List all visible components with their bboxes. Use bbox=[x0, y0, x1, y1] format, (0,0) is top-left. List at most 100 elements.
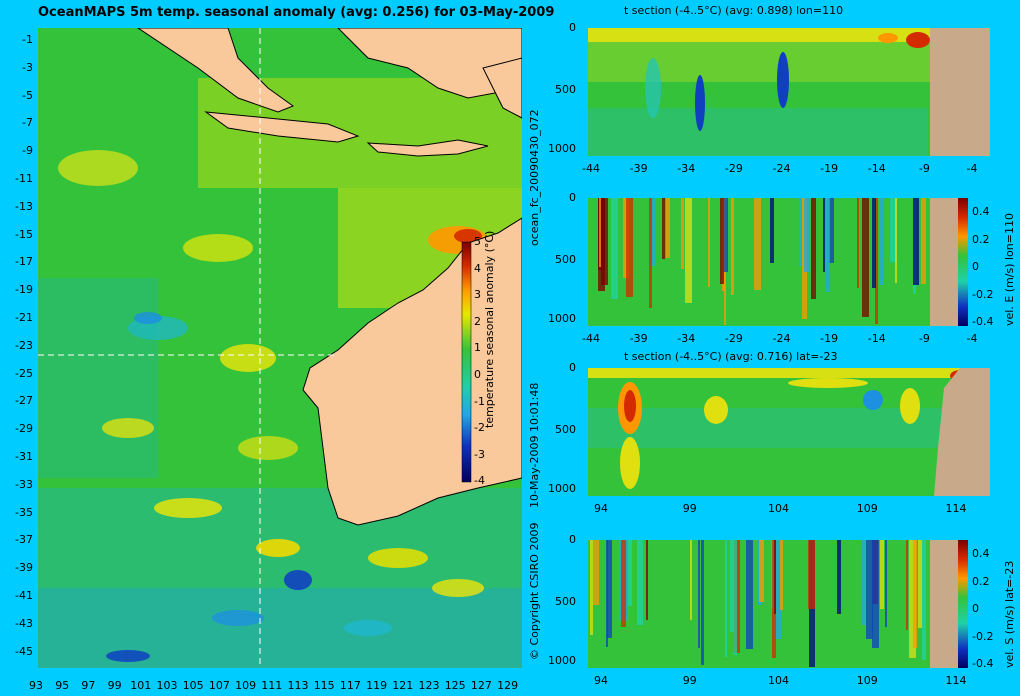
velocity-stripe bbox=[890, 198, 897, 262]
velocity-stripe bbox=[628, 540, 632, 606]
vel-colorbar-tick-label: -0.4 bbox=[972, 315, 994, 328]
x-tick-label: -39 bbox=[629, 332, 648, 345]
depth-tick-label: 1000 bbox=[548, 654, 576, 667]
velocity-stripe bbox=[921, 198, 926, 284]
lon-tick-label: 101 bbox=[130, 679, 152, 692]
lat-tick-label: -11 bbox=[15, 172, 33, 185]
lat-tick-label: -13 bbox=[15, 199, 33, 213]
vel-colorbar-tick-label: 0.2 bbox=[972, 574, 990, 588]
map-colorbar-label: temperature seasonal anomaly (°C) bbox=[483, 230, 496, 428]
lat-tick-label: -39 bbox=[15, 561, 33, 575]
panel3-section bbox=[588, 368, 990, 496]
velocity-stripe bbox=[730, 540, 734, 632]
colorbar-tick-label: -3 bbox=[474, 447, 485, 461]
velocity-stripe bbox=[770, 198, 774, 263]
x-tick-label: -24 bbox=[772, 332, 791, 345]
vel-colorbar-tick-label: -0.2 bbox=[972, 287, 994, 301]
velocity-stripe bbox=[698, 540, 700, 648]
depth-tick-label: 500 bbox=[555, 595, 576, 608]
panel2-colorbar bbox=[958, 198, 968, 326]
lat-tick-label: -45 bbox=[15, 644, 33, 658]
velocity-stripe bbox=[666, 198, 670, 258]
panel4-velocity-bars bbox=[590, 540, 926, 667]
lon-tick-label: 119 bbox=[366, 679, 388, 692]
velocity-stripe bbox=[607, 540, 612, 638]
lat-tick-label: -41 bbox=[15, 589, 33, 602]
panel4-colorbar bbox=[958, 540, 968, 668]
colorbar-tick-label: -4 bbox=[474, 474, 485, 488]
lat-tick-label: -43 bbox=[15, 616, 33, 630]
lon-tick-label: 127 bbox=[470, 679, 492, 692]
x-tick-label: -4 bbox=[966, 332, 978, 345]
velocity-stripe bbox=[681, 198, 684, 269]
velocity-stripe bbox=[799, 198, 802, 266]
lon-tick-label: 113 bbox=[287, 679, 309, 692]
velocity-stripe bbox=[708, 198, 710, 287]
velocity-stripe bbox=[754, 198, 761, 290]
lon-tick-label: 117 bbox=[339, 679, 361, 692]
velocity-stripe bbox=[804, 198, 810, 272]
x-tick-label: 109 bbox=[856, 502, 878, 515]
depth-tick-label: 1000 bbox=[548, 142, 576, 155]
lat-tick-label: -19 bbox=[15, 283, 33, 297]
vel-colorbar-tick-label: 0.2 bbox=[972, 232, 990, 246]
velocity-stripe bbox=[862, 540, 866, 625]
lon-tick-label: 109 bbox=[235, 679, 257, 692]
lat-tick-label: -37 bbox=[15, 533, 33, 547]
panel2-velocity-bars bbox=[598, 198, 926, 325]
velocity-stripe bbox=[598, 198, 605, 291]
lat-tick-label: -3 bbox=[22, 60, 33, 74]
velocity-stripe bbox=[775, 540, 782, 639]
depth-tick-label: 0 bbox=[569, 361, 576, 374]
depth-tick-label: 0 bbox=[569, 21, 576, 34]
x-tick-label: -4 bbox=[966, 162, 978, 175]
map-colorbar bbox=[461, 241, 472, 483]
velocity-stripe bbox=[906, 540, 908, 630]
x-tick-label: -24 bbox=[772, 162, 791, 175]
velocity-stripe bbox=[875, 198, 878, 324]
colorbar-tick-label: 2 bbox=[474, 314, 481, 328]
lon-tick-label: 97 bbox=[81, 679, 96, 692]
lon-tick-label: 121 bbox=[392, 679, 414, 692]
lat-tick-label: -17 bbox=[15, 255, 33, 269]
lon-tick-label: 123 bbox=[418, 679, 440, 692]
anomaly-map bbox=[38, 28, 522, 668]
panel2-colorbar-label: vel. E (m/s) lon=110 bbox=[1003, 213, 1016, 326]
colorbar-tick-label: -1 bbox=[474, 394, 485, 408]
velocity-stripe bbox=[685, 198, 692, 303]
run-date: 10-May-2009 10:01:48 bbox=[528, 382, 541, 508]
velocity-stripe bbox=[590, 540, 593, 635]
velocity-stripe bbox=[646, 540, 648, 620]
velocity-stripe bbox=[857, 198, 859, 288]
velocity-stripe bbox=[611, 198, 618, 299]
panel4-colorbar-label: vel. S (m/s) lat=-23 bbox=[1003, 560, 1016, 668]
file-id: ocean_fc_20090430_072 bbox=[528, 109, 541, 246]
velocity-stripe bbox=[913, 540, 917, 648]
colorbar-tick-label: 0 bbox=[474, 368, 481, 381]
velocity-stripe bbox=[780, 540, 783, 610]
x-tick-label: 99 bbox=[682, 674, 697, 687]
velocity-stripe bbox=[690, 540, 692, 620]
velocity-stripe bbox=[872, 198, 876, 288]
x-tick-label: -34 bbox=[677, 332, 696, 345]
lon-tick-label: 115 bbox=[313, 679, 335, 692]
depth-tick-label: 0 bbox=[569, 191, 576, 204]
copyright: © Copyright CSIRO 2009 bbox=[528, 522, 541, 660]
velocity-stripe bbox=[872, 540, 879, 648]
x-tick-label: -29 bbox=[724, 162, 743, 175]
x-tick-label: -19 bbox=[820, 162, 839, 175]
panel1-title: t section (-4..5°C) (avg: 0.898) lon=110 bbox=[624, 4, 844, 17]
lon-tick-label: 93 bbox=[29, 679, 43, 692]
velocity-stripe bbox=[701, 540, 704, 665]
velocity-stripe bbox=[662, 198, 665, 259]
x-tick-label: 99 bbox=[682, 502, 697, 515]
land-borneo bbox=[337, 28, 522, 99]
depth-tick-label: 500 bbox=[555, 83, 576, 96]
velocity-stripe bbox=[829, 198, 834, 263]
depth-tick-label: 0 bbox=[569, 533, 576, 546]
velocity-stripe bbox=[909, 540, 916, 658]
x-tick-label: -9 bbox=[918, 332, 930, 345]
velocity-stripe bbox=[811, 198, 816, 299]
lat-tick-label: -33 bbox=[15, 477, 33, 491]
colorbar-tick-label: -2 bbox=[474, 421, 485, 435]
